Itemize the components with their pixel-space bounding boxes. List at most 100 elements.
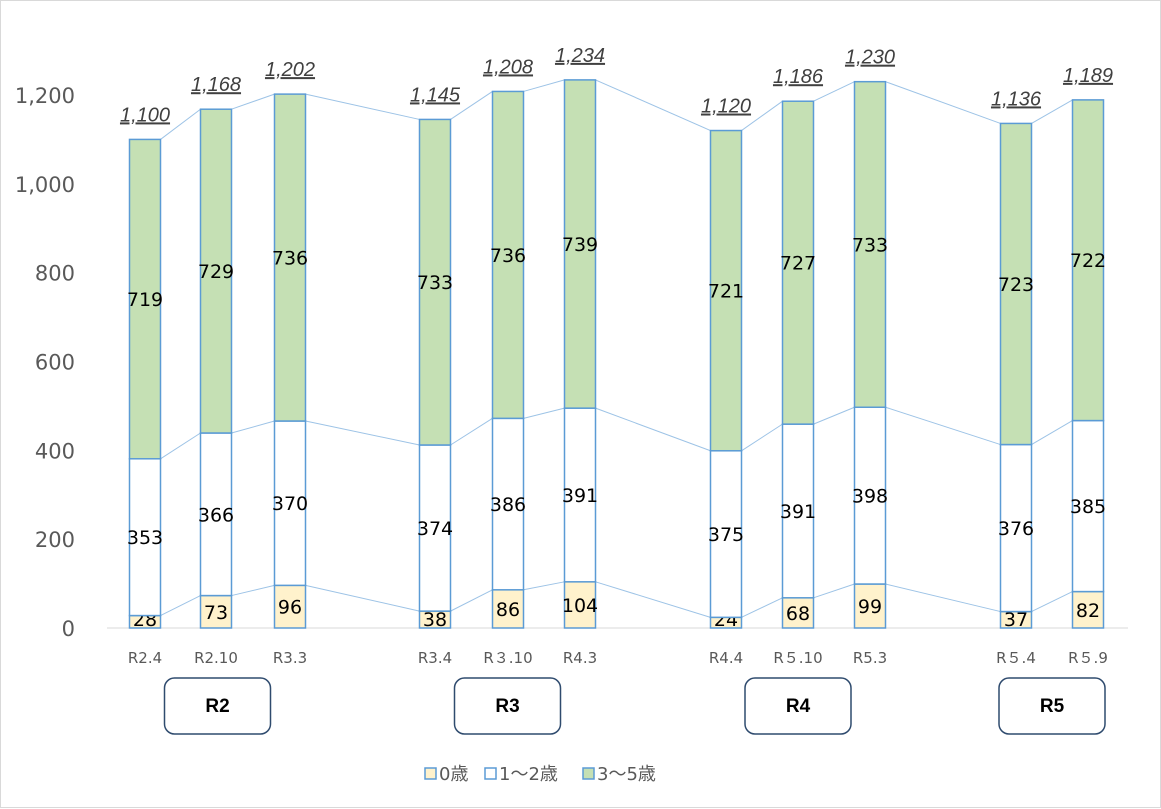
data-label: 719 [127, 289, 163, 311]
data-label: 722 [1070, 250, 1106, 272]
bar-segment [128, 138, 162, 460]
legend-label: 0歳 [439, 764, 468, 785]
series-connector-line [160, 432, 201, 460]
series-connector-line [231, 584, 275, 597]
total-label: 1,189 [1063, 65, 1113, 87]
total-label: 1,208 [483, 56, 533, 78]
data-label: 96 [278, 597, 302, 619]
data-label: 99 [858, 596, 882, 618]
data-label: 86 [496, 599, 520, 621]
group-label: R2 [205, 696, 229, 717]
legend-swatch [424, 767, 437, 780]
series-connector-line [595, 581, 711, 618]
bar-segment [128, 458, 162, 617]
data-label: 376 [998, 518, 1034, 540]
bar-segment [273, 584, 307, 629]
bar-segment [199, 432, 233, 597]
y-tick-label: 1,200 [15, 84, 75, 108]
series-connector-line [231, 420, 275, 434]
legend-label: 3～5歳 [597, 764, 656, 785]
data-label: 366 [198, 504, 234, 526]
data-label: 721 [708, 281, 744, 303]
data-label: 38 [423, 609, 447, 631]
data-label: 104 [562, 595, 598, 617]
bar-segment [1071, 99, 1105, 422]
data-label: 391 [562, 485, 598, 507]
y-tick-label: 0 [62, 617, 75, 641]
group-box [163, 677, 272, 735]
series-connector-line [813, 81, 855, 102]
series-connector-line [523, 581, 565, 591]
series-connector-line [813, 583, 855, 599]
series-connector-line [741, 423, 783, 452]
series-connector-line [305, 420, 420, 446]
data-label: 386 [490, 494, 526, 516]
series-connector-line [885, 583, 1001, 613]
group-box [998, 677, 1106, 735]
x-tick-label: R2.10 [194, 649, 238, 667]
bar-segment [781, 597, 815, 629]
data-label: 73 [204, 602, 228, 624]
data-label: 736 [272, 248, 308, 270]
series-connector-line [741, 597, 783, 618]
bar-segment [999, 122, 1033, 446]
bar-segment [709, 450, 743, 619]
total-label: 1,202 [265, 59, 315, 81]
total-label: 1,145 [410, 84, 461, 106]
data-label: 391 [780, 501, 816, 523]
series-connector-line [450, 589, 493, 612]
y-tick-label: 400 [35, 439, 75, 463]
series-connector-line [305, 93, 420, 120]
x-tick-label: R4.4 [709, 649, 743, 667]
bar-segment [709, 129, 743, 452]
data-label: 398 [852, 486, 888, 508]
series-connector-line [160, 595, 201, 617]
data-label: 375 [708, 524, 744, 546]
x-tick-label: R2.4 [128, 649, 162, 667]
series-connector-line [1031, 420, 1073, 445]
total-label: 1,136 [991, 88, 1042, 110]
total-label: 1,168 [191, 74, 241, 96]
series-connector-line [813, 406, 855, 425]
bar-segment [273, 93, 307, 422]
x-tick-label: R５.10 [773, 649, 822, 667]
data-label: 374 [417, 518, 453, 540]
y-tick-label: 200 [35, 528, 75, 552]
x-tick-label: R５.4 [996, 649, 1036, 667]
bar-segment [563, 79, 597, 409]
bar-segment [491, 589, 525, 629]
total-label: 1,230 [845, 47, 895, 69]
series-connector-line [595, 79, 711, 131]
data-label: 727 [780, 253, 816, 275]
x-tick-label: R3.3 [273, 649, 307, 667]
series-connector-line [523, 79, 565, 92]
series-connector-line [231, 93, 275, 110]
series-connector-line [885, 406, 1001, 446]
y-tick-label: 800 [35, 262, 75, 286]
bar-segment [491, 90, 525, 420]
x-tick-label: R5.3 [853, 649, 887, 667]
y-tick-label: 1,000 [15, 173, 75, 197]
data-label: 353 [127, 527, 163, 549]
data-label: 739 [562, 234, 598, 256]
bar-segment [781, 100, 815, 425]
series-connector-line [305, 584, 420, 612]
x-tick-label: R３.10 [483, 649, 532, 667]
data-label: 733 [417, 272, 453, 294]
series-connector-line [595, 407, 711, 452]
data-label: 729 [198, 261, 234, 283]
legend-label: 1～2歳 [499, 764, 558, 785]
group-box [453, 677, 562, 735]
bar-segment [563, 407, 597, 583]
x-tick-label: R５.9 [1068, 649, 1108, 667]
bar-segment [563, 581, 597, 629]
y-tick-label: 600 [35, 351, 75, 375]
total-label: 1,186 [773, 66, 824, 88]
series-connector-line [1031, 99, 1073, 124]
x-tick-label: R3.4 [418, 649, 452, 667]
group-box [744, 677, 852, 735]
data-label: 82 [1076, 600, 1100, 622]
data-label: 736 [490, 245, 526, 267]
